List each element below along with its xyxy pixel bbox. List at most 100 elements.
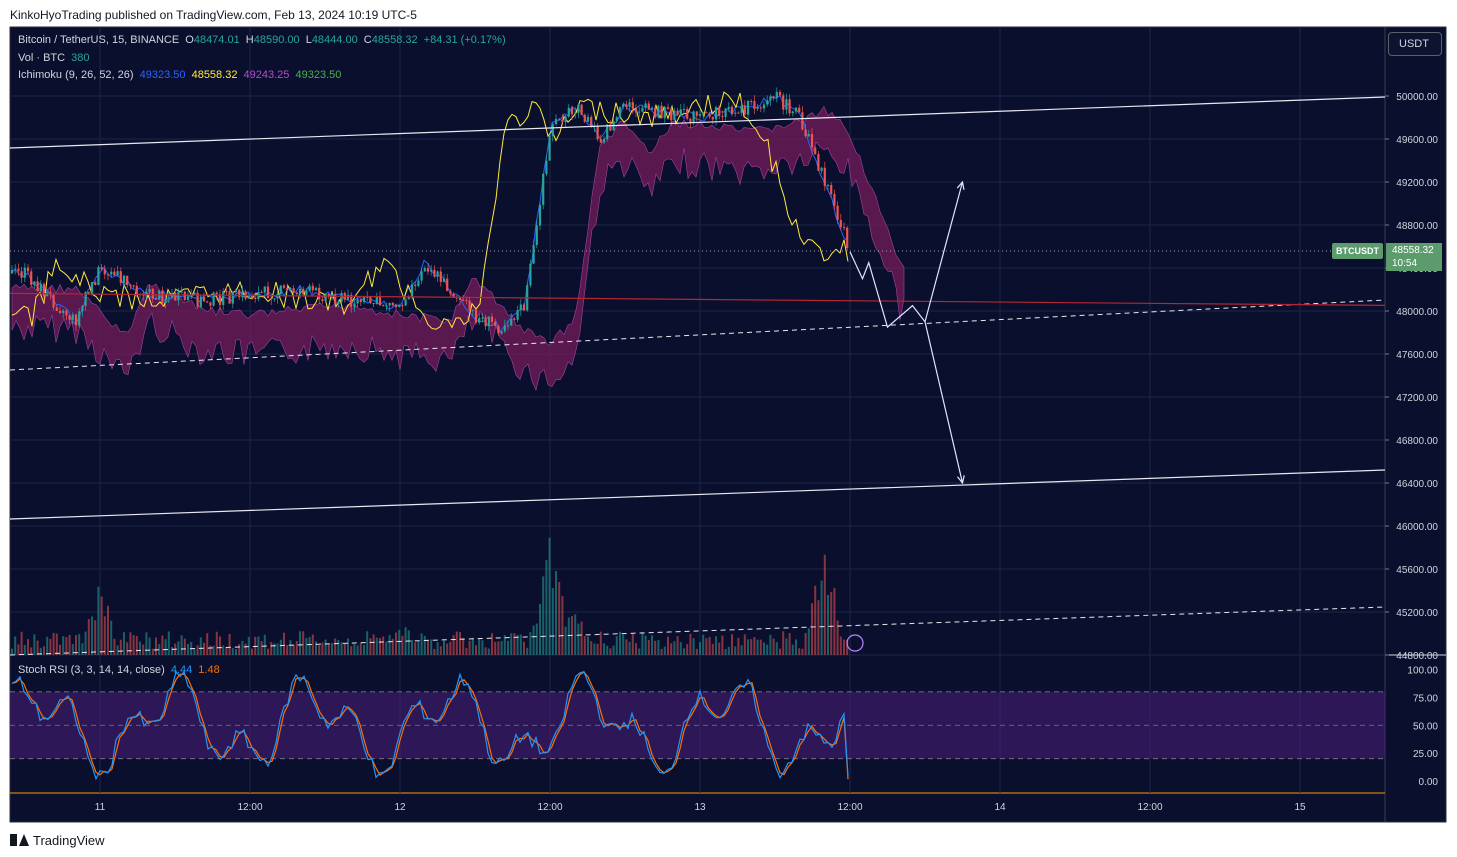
volume-bar [363,644,365,655]
volume-bar [257,636,260,655]
candle-body [513,318,516,320]
volume-bar [366,631,369,655]
candle-body [135,285,138,295]
volume-bar [625,639,628,655]
upper-channel-line [9,96,1386,149]
candle-body [558,118,561,120]
volume-bar [331,643,333,655]
volume-bar [699,642,701,655]
stoch-d-value: 1.48 [198,664,220,676]
candle-body [791,111,794,114]
volume-bar [574,614,577,655]
ohlc-open: O48474.01 [185,34,240,46]
candle-body [106,274,110,276]
candle-body [346,294,350,300]
volume-bar [417,641,420,655]
time-tick-label: 12:00 [237,802,262,813]
volume-bar [52,632,55,655]
volume-bar [398,630,401,655]
currency-button[interactable]: USDT [1388,32,1442,56]
volume-bar [299,631,301,655]
volume-bar [596,643,599,655]
candle-body [286,287,289,290]
stoch-tick-label: 25.00 [1413,749,1438,760]
volume-bar [222,645,225,655]
candle-body [398,305,401,308]
volume-bar [11,648,13,655]
volume-bar [228,633,231,655]
candle-body [94,282,97,285]
symbol-legend: Bitcoin / TetherUS, 15, BINANCE O48474.0… [18,34,509,46]
volume-bars [11,537,849,655]
volume-bar [14,636,17,655]
volume-bar [612,645,615,655]
volume-bar [103,616,106,655]
volume-bar [382,636,385,655]
volume-bar [65,637,68,655]
candle-body [430,269,433,272]
price-tick-label: 46400.00 [1396,479,1438,490]
candle-body [289,288,292,290]
volume-bar [407,630,410,655]
volume-bar [590,641,593,655]
volume-bar [379,638,381,655]
candle-body [206,301,209,303]
candle-body [772,96,775,99]
candle-body [52,294,55,308]
candle-body [583,114,586,122]
volume-bar [193,648,196,655]
candle-body [388,302,391,306]
volume-bar [238,644,241,655]
candle-body [538,205,542,226]
volume-bar [340,642,343,655]
candle-body [199,296,202,307]
candle-body [510,318,513,326]
volume-bar [804,633,807,655]
candle-body [759,107,762,109]
price-tick-label: 50000.00 [1396,92,1438,103]
volume-bar [145,632,148,655]
stoch-k-line [11,670,849,781]
volume-bar [827,594,829,655]
volume-bar [372,634,375,655]
candle-body [506,325,510,327]
candle-body [836,205,839,221]
volume-bar [603,643,605,655]
candle-body [71,314,74,320]
volume-bar [628,641,631,655]
tradingview-logo[interactable]: TradingView [10,831,105,849]
volume-bar [555,571,557,655]
volume-legend: Vol · BTC 380 [18,52,93,64]
candle-body [830,184,833,195]
volume-bar [465,648,468,655]
volume-bar [273,643,276,655]
volume-bar [644,635,647,655]
volume-bar [711,643,714,655]
volume-bar [78,634,81,655]
volume-bar [123,632,125,655]
volume-bar [359,642,362,655]
candle-body [174,292,177,301]
volume-bar [30,647,33,655]
candle-body [442,278,446,282]
volume-value: 380 [71,52,90,64]
candle-body [689,118,692,123]
volume-bar [446,643,449,655]
volume-bar [532,625,535,655]
candle-body [673,110,676,121]
tradingview-mark-icon [10,834,29,846]
candle-body [634,108,638,113]
candle-body [30,271,33,285]
volume-bar [97,586,100,655]
candle-body [247,294,250,299]
candle-body [241,291,244,298]
candle-body [177,291,180,301]
volume-bar [36,640,39,655]
last-price-tag: 48558.32 10:54 [1386,243,1442,271]
volume-bar [583,636,586,655]
candle-body [356,299,359,304]
volume-bar [727,646,730,655]
candle-body [340,293,343,302]
volume-bar [830,591,833,655]
